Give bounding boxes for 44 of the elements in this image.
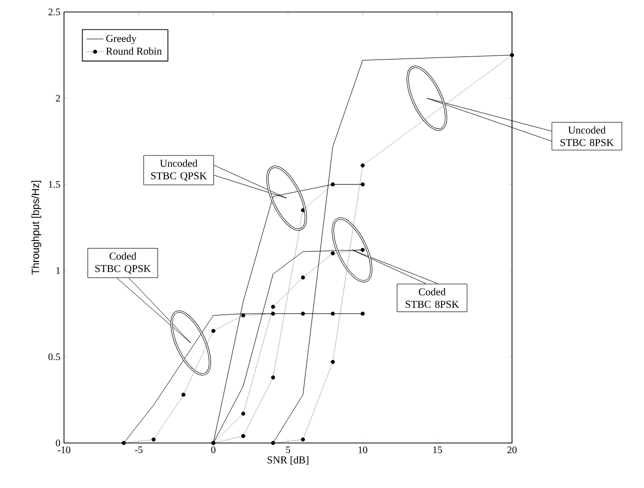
point	[241, 313, 246, 318]
text: Uncoded STBC 8PSK	[560, 126, 614, 146]
y-axis-title: Throughput [bps/Hz]	[31, 180, 42, 275]
point	[271, 440, 276, 446]
annotation: Uncoded STBC QPSK	[151, 159, 207, 181]
point	[330, 182, 335, 186]
point	[300, 275, 305, 280]
point	[300, 312, 305, 316]
point	[300, 437, 305, 442]
annotation: Coded STBC 8PSK	[406, 288, 459, 308]
point	[181, 392, 186, 397]
annotation: Coded STBC QPSK	[95, 252, 151, 274]
y-tick-label: 1	[56, 267, 60, 274]
point	[360, 248, 365, 252]
point	[330, 251, 335, 256]
point	[152, 437, 156, 442]
y-tick-label: 0	[56, 440, 60, 446]
x-tick-label: 0	[211, 446, 216, 454]
point	[510, 53, 514, 58]
point	[271, 312, 276, 316]
x-tick-label: 20	[507, 446, 517, 454]
x-tick-label: 15	[433, 446, 442, 454]
point	[330, 360, 335, 364]
y-tick-label: 1.5	[48, 181, 60, 188]
x-tick-label: 5	[286, 446, 290, 454]
point	[211, 328, 216, 333]
y-tick-label: 2	[56, 94, 60, 102]
point	[271, 375, 276, 380]
x-tick-label: -10	[58, 446, 70, 454]
point	[360, 312, 365, 316]
point	[241, 434, 246, 438]
legend-label: Greedy	[106, 34, 137, 44]
point	[330, 312, 335, 316]
point	[271, 304, 276, 309]
point	[360, 182, 365, 186]
point	[122, 440, 126, 446]
point	[241, 412, 246, 416]
y-tick-label: 2.5	[48, 8, 60, 16]
x-axis-title: SNR [dB]	[268, 456, 308, 465]
point	[360, 163, 365, 168]
legend-label: Round Robin	[106, 47, 162, 55]
y-tick-label: 0.5	[48, 353, 60, 360]
x-tick-label: 10	[358, 446, 368, 454]
x-tick-label: -5	[134, 446, 142, 454]
